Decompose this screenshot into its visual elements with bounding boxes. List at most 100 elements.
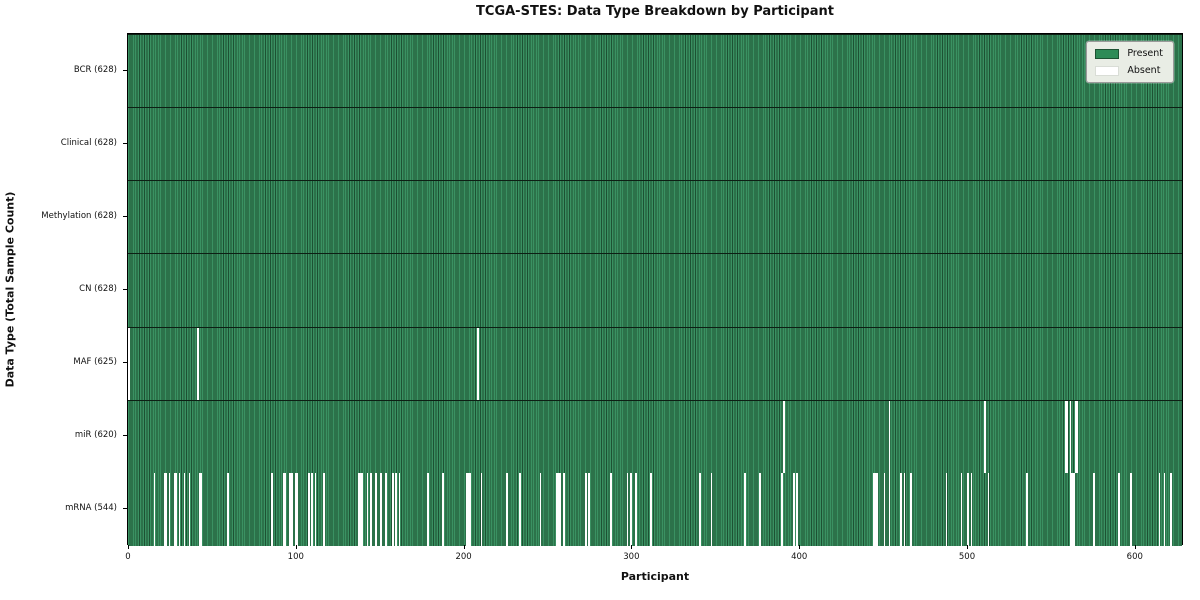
- absent-stripe: [970, 472, 973, 546]
- absent-swatch-icon: [1095, 65, 1120, 76]
- ytick-label-maf: MAF (625): [73, 357, 117, 368]
- absent-stripe: [967, 472, 970, 546]
- absent-stripe: [200, 472, 203, 546]
- xtick-mark: [1134, 545, 1136, 549]
- ytick-mark: [123, 142, 127, 144]
- absent-stripe: [175, 472, 178, 546]
- ytick-mark: [123, 435, 127, 437]
- absent-stripe: [1170, 472, 1173, 546]
- xtick-mark: [631, 545, 633, 549]
- row-band-methylation: [128, 180, 1182, 254]
- absent-stripe: [609, 472, 612, 546]
- absent-stripe: [178, 472, 181, 546]
- row-band-bcr: [128, 34, 1182, 108]
- ytick-label-clinical: Clinical (628): [60, 137, 117, 148]
- ytick-label-mrna: mRNA (544): [65, 503, 117, 514]
- absent-stripe: [539, 472, 542, 546]
- absent-stripe: [467, 472, 470, 546]
- absent-stripe: [307, 472, 310, 546]
- absent-stripe: [370, 472, 372, 546]
- ytick-label-bcr: BCR (628): [73, 64, 117, 75]
- absent-stripe: [314, 472, 317, 546]
- absent-stripe: [375, 472, 377, 546]
- absent-stripe: [888, 472, 891, 546]
- absent-stripe: [903, 472, 906, 546]
- absent-stripe: [391, 472, 394, 546]
- absent-stripe: [153, 472, 156, 546]
- legend-entry-absent: Absent: [1095, 65, 1163, 76]
- absent-stripe: [183, 472, 186, 546]
- absent-stripe: [650, 472, 652, 546]
- absent-stripe: [883, 472, 886, 546]
- absent-stripe: [984, 400, 986, 473]
- absent-stripe: [469, 472, 471, 546]
- absent-stripe: [294, 472, 297, 546]
- absent-stripe: [128, 327, 131, 400]
- absent-stripe: [366, 472, 369, 546]
- absent-stripe: [227, 472, 230, 546]
- x-axis-label: Participant: [620, 570, 690, 583]
- absent-stripe: [1069, 472, 1072, 546]
- absent-stripe: [1093, 472, 1095, 546]
- absent-stripe: [188, 472, 191, 546]
- absent-stripe: [698, 472, 701, 546]
- xtick-mark: [967, 545, 968, 549]
- absent-stripe: [311, 472, 313, 546]
- absent-stripe: [945, 472, 948, 546]
- absent-stripe: [557, 472, 560, 546]
- absent-stripe: [289, 472, 292, 546]
- absent-stripe: [588, 472, 590, 546]
- absent-stripe: [630, 472, 632, 546]
- absent-stripe: [1066, 400, 1069, 473]
- xtick-mark: [799, 545, 801, 549]
- ytick-label-methylation: Methylation (628): [41, 210, 117, 221]
- absent-stripe: [1026, 472, 1028, 546]
- ytick-mark: [123, 362, 127, 364]
- legend-absent-label: Absent: [1127, 65, 1161, 76]
- absent-stripe: [442, 472, 444, 546]
- absent-stripe: [873, 472, 876, 546]
- present-swatch-icon: [1095, 48, 1120, 59]
- absent-stripe: [792, 472, 795, 546]
- xtick-mark: [295, 545, 297, 549]
- absent-stripe: [505, 472, 508, 546]
- absent-stripe: [282, 472, 285, 546]
- absent-stripe: [710, 472, 713, 546]
- absent-stripe: [960, 472, 963, 546]
- row-band-mrna: [128, 472, 1182, 546]
- absent-stripe: [987, 472, 990, 546]
- xtick-mark: [463, 545, 465, 549]
- ytick-mark: [123, 69, 127, 71]
- absent-stripe: [323, 472, 325, 546]
- absent-stripe: [361, 472, 364, 546]
- absent-stripe: [1118, 472, 1121, 546]
- row-band-maf: [128, 326, 1182, 400]
- absent-stripe: [358, 472, 360, 546]
- xtick-label-500: 500: [958, 552, 976, 562]
- absent-stripe: [465, 472, 468, 546]
- absent-stripe: [759, 472, 761, 546]
- absent-stripe: [1073, 472, 1075, 546]
- absent-stripe: [796, 472, 798, 546]
- absent-stripe: [359, 472, 362, 546]
- row-band-mir: [128, 399, 1182, 473]
- legend: Present Absent: [1086, 41, 1174, 83]
- absent-stripe: [284, 472, 287, 546]
- absent-stripe: [395, 472, 397, 546]
- xtick-label-100: 100: [287, 552, 304, 562]
- ytick-mark: [123, 508, 127, 510]
- absent-stripe: [888, 400, 891, 473]
- xtick-label-400: 400: [791, 552, 808, 562]
- absent-stripe: [163, 472, 166, 546]
- absent-stripe: [165, 472, 167, 546]
- absent-stripe: [744, 472, 746, 546]
- xtick-label-300: 300: [623, 552, 640, 562]
- absent-stripe: [563, 472, 565, 546]
- chart-title: TCGA-STES: Data Type Breakdown by Partic…: [476, 4, 834, 19]
- absent-stripe: [291, 472, 293, 546]
- absent-stripe: [875, 472, 877, 546]
- absent-stripe: [1163, 472, 1166, 546]
- ytick-mark: [123, 215, 127, 217]
- legend-entry-present: Present: [1095, 48, 1163, 59]
- xtick-label-0: 0: [125, 552, 131, 562]
